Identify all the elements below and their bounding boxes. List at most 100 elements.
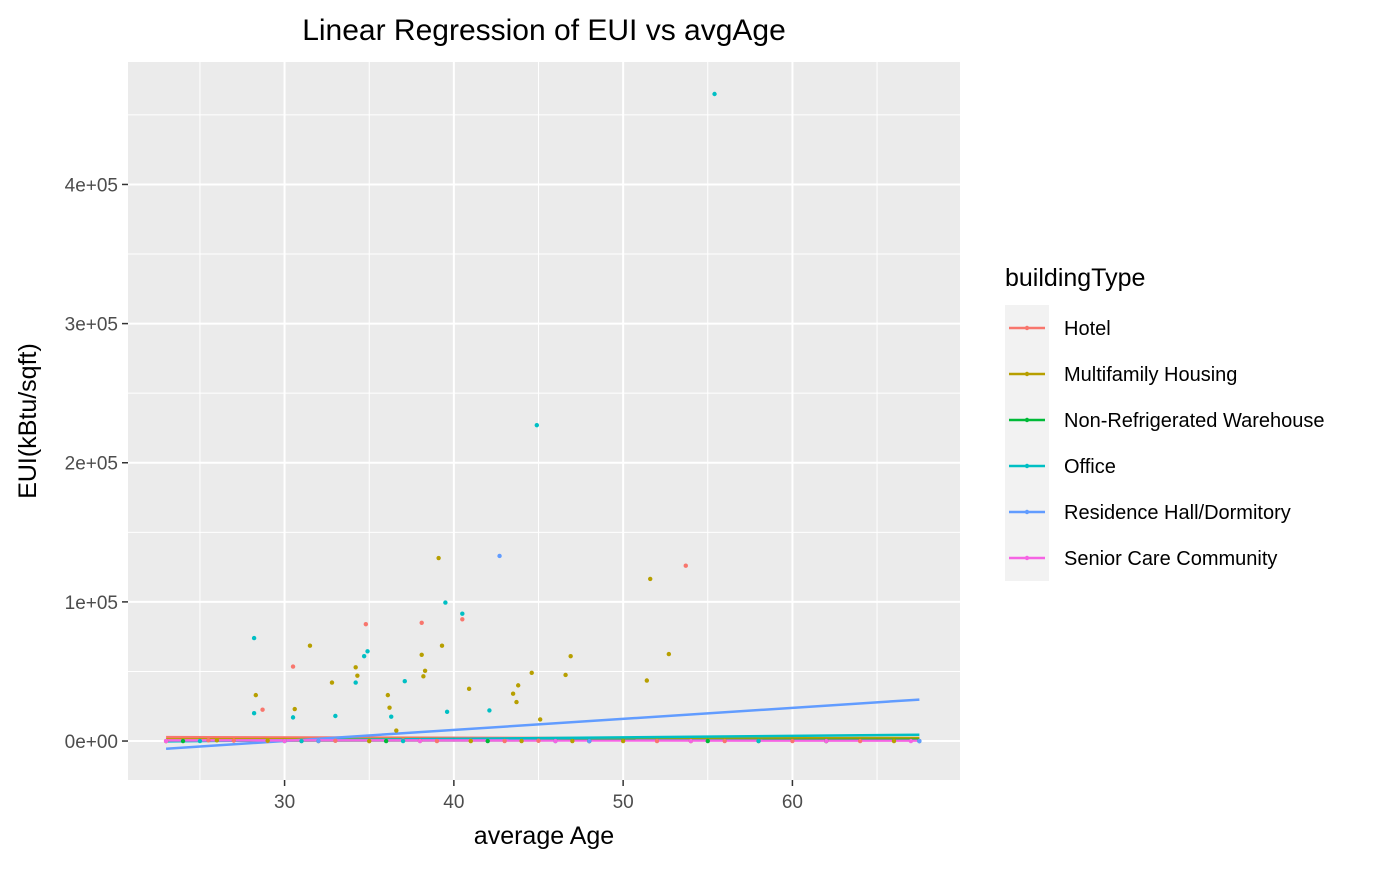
- legend: buildingType Hotel Multifamily Housing Non…: [1005, 264, 1325, 581]
- data-point: [516, 683, 520, 687]
- legend-item-label: Non-Refrigerated Warehouse: [1064, 410, 1325, 432]
- data-point: [536, 739, 540, 743]
- data-point: [252, 711, 256, 715]
- data-point: [445, 710, 449, 714]
- data-point: [394, 728, 398, 732]
- data-point: [254, 693, 258, 697]
- legend-item-label: Multifamily Housing: [1064, 364, 1237, 386]
- legend-key-point: [1025, 418, 1029, 422]
- data-point: [423, 669, 427, 673]
- data-point: [553, 739, 557, 743]
- data-point: [486, 739, 490, 743]
- y-tick-label: 3e+05: [65, 315, 118, 336]
- data-point: [330, 680, 334, 684]
- data-point: [917, 739, 921, 743]
- data-point: [502, 739, 506, 743]
- data-point: [435, 739, 439, 743]
- plot-panel: [128, 62, 960, 780]
- data-point: [436, 556, 440, 560]
- data-point: [252, 636, 256, 640]
- data-point: [469, 739, 473, 743]
- y-tick-label: 4e+05: [65, 175, 118, 196]
- y-axis: 0e+00 1e+05 2e+05 3e+05 4e+05: [65, 175, 128, 753]
- data-point: [689, 739, 693, 743]
- data-point: [291, 715, 295, 719]
- data-point: [487, 708, 491, 712]
- data-point: [655, 739, 659, 743]
- legend-item-label: Hotel: [1064, 318, 1111, 340]
- data-point: [387, 705, 391, 709]
- data-point: [892, 739, 896, 743]
- data-point: [215, 738, 219, 742]
- data-point: [181, 739, 185, 743]
- legend-items: Hotel Multifamily Housing Non-Refrigerated…: [1005, 305, 1325, 581]
- data-point: [403, 679, 407, 683]
- data-point: [723, 739, 727, 743]
- data-point: [467, 687, 471, 691]
- y-tick-label: 0e+00: [65, 732, 118, 753]
- data-point: [260, 708, 264, 712]
- data-point: [198, 739, 202, 743]
- data-point: [790, 739, 794, 743]
- legend-key-point: [1025, 326, 1029, 330]
- data-point: [389, 714, 393, 718]
- y-tick-label: 2e+05: [65, 454, 118, 475]
- data-point: [367, 739, 371, 743]
- data-point: [299, 739, 303, 743]
- legend-item-label: Residence Hall/Dormitory: [1064, 502, 1291, 524]
- data-point: [667, 652, 671, 656]
- legend-item-label: Senior Care Community: [1064, 548, 1277, 570]
- legend-item-label: Office: [1064, 456, 1116, 478]
- data-point: [308, 644, 312, 648]
- data-point: [497, 554, 501, 558]
- data-point: [265, 738, 269, 742]
- data-point: [421, 674, 425, 678]
- data-point: [756, 739, 760, 743]
- y-axis-label: EUI(kBtu/sqft): [14, 343, 42, 499]
- data-point: [684, 564, 688, 568]
- data-point: [519, 739, 523, 743]
- data-point: [232, 738, 236, 742]
- data-point: [365, 649, 369, 653]
- data-point: [538, 717, 542, 721]
- data-point: [401, 739, 405, 743]
- data-point: [293, 707, 297, 711]
- data-point: [570, 739, 574, 743]
- data-point: [909, 739, 913, 743]
- x-tick-label: 30: [274, 792, 295, 813]
- data-point: [621, 739, 625, 743]
- data-point: [460, 612, 464, 616]
- data-point: [333, 739, 337, 743]
- data-point: [535, 423, 539, 427]
- data-point: [712, 92, 716, 96]
- data-point: [443, 600, 447, 604]
- legend-title: buildingType: [1005, 264, 1145, 292]
- data-point: [568, 654, 572, 658]
- data-point: [530, 671, 534, 675]
- legend-key-point: [1025, 372, 1029, 376]
- y-tick-label: 1e+05: [65, 593, 118, 614]
- data-point: [353, 665, 357, 669]
- data-point: [824, 739, 828, 743]
- data-point: [362, 654, 366, 658]
- data-point: [858, 739, 862, 743]
- legend-key-point: [1025, 510, 1029, 514]
- x-tick-label: 60: [782, 792, 803, 813]
- data-point: [353, 680, 357, 684]
- x-tick-label: 50: [613, 792, 634, 813]
- legend-key-point: [1025, 464, 1029, 468]
- data-point: [511, 692, 515, 696]
- data-point: [645, 678, 649, 682]
- data-point: [460, 617, 464, 621]
- data-point: [419, 621, 423, 625]
- data-point: [291, 664, 295, 668]
- data-point: [706, 739, 710, 743]
- data-point: [418, 739, 422, 743]
- data-point: [587, 739, 591, 743]
- data-point: [364, 622, 368, 626]
- data-point: [282, 739, 286, 743]
- legend-key-background: [1005, 305, 1049, 581]
